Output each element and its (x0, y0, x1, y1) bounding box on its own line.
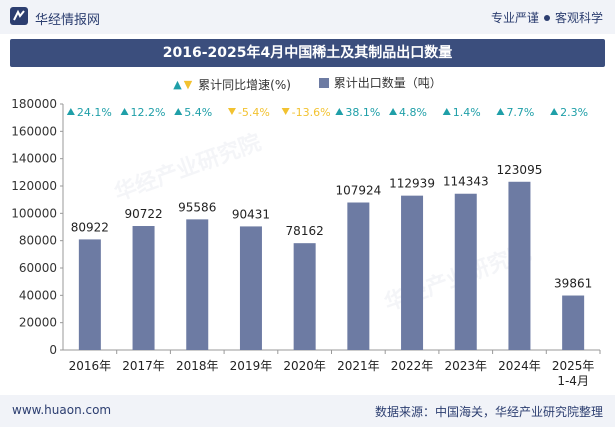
x-tick-label: 2016年 (69, 359, 112, 373)
bar (401, 195, 424, 350)
legend-bar-swatch (318, 77, 329, 88)
legend-volume: 累计出口数量（吨） (318, 74, 442, 91)
growth-label: 12.2% (131, 106, 166, 119)
triangle-down-icon: ▼ (183, 77, 193, 91)
chart-legend: ▲ ▼ 累计同比增速(%) 累计出口数量（吨） (0, 74, 615, 94)
x-tick-label: 2017年 (122, 359, 165, 373)
triangle-up-icon: ▲ (173, 77, 182, 91)
growth-up-triangle (442, 108, 451, 115)
footer-url: www.huaon.com (12, 403, 112, 417)
growth-down-triangle (281, 108, 290, 115)
bar (186, 219, 209, 350)
bar (347, 202, 370, 350)
legend-volume-label: 累计出口数量（吨） (333, 76, 442, 90)
legend-growth: ▲ ▼ 累计同比增速(%) (173, 76, 291, 93)
y-tick-label: 160000 (11, 124, 57, 138)
bar (78, 239, 101, 350)
huajing-logo-icon (10, 7, 28, 25)
bar-chart: 0 20000 40000 60000 80000 100000 120000 140000 1… (11, 97, 601, 388)
growth-up-triangle (120, 108, 129, 115)
bar-value-label: 80922 (71, 220, 109, 234)
growth-label: 1.4% (453, 106, 481, 119)
footer-bar: www.huaon.com 数据来源：中国海关，华经产业研究院整理 (0, 395, 615, 427)
bar-value-label: 90722 (124, 207, 162, 221)
y-tick-label: 80000 (19, 234, 57, 248)
bar-value-label: 95586 (178, 200, 216, 214)
growth-label: 7.7% (506, 106, 534, 119)
tagline: 专业严谨 客观科学 (491, 9, 603, 26)
x-tick-label: 2025年 (552, 359, 595, 373)
bar-value-label: 90431 (232, 207, 270, 221)
growth-up-triangle (66, 108, 75, 115)
bar-value-label: 114343 (443, 175, 489, 189)
y-tick-label: 180000 (11, 97, 57, 111)
growth-up-triangle (496, 108, 505, 115)
legend-growth-label: 累计同比增速(%) (198, 77, 291, 92)
x-tick-label: 2022年 (391, 359, 434, 373)
growth-label: 24.1% (77, 106, 112, 119)
x-tick-label: 2018年 (176, 359, 219, 373)
x-tick-label: 2019年 (230, 359, 273, 373)
y-tick-label: 40000 (19, 288, 57, 302)
growth-label: 4.8% (399, 106, 427, 119)
bar-value-label: 112939 (389, 177, 435, 191)
growth-up-triangle (335, 108, 344, 115)
growth-up-triangle (174, 108, 183, 115)
x-tick-label: 2024年 (498, 359, 541, 373)
y-tick-label: 140000 (11, 152, 57, 166)
header-bar: 华经情报网 专业严谨 客观科学 (0, 0, 615, 34)
site-name: 华经情报网 (35, 13, 101, 28)
tagline-right: 客观科学 (554, 11, 603, 25)
x-tick-label: 1-4月 (557, 374, 589, 388)
x-tick-label: 2020年 (283, 359, 326, 373)
bar (239, 226, 262, 350)
y-tick-label: 0 (49, 343, 57, 357)
bar (562, 295, 585, 350)
growth-label: 38.1% (345, 106, 380, 119)
y-tick-label: 100000 (11, 206, 57, 220)
separator-dot-icon (543, 15, 550, 21)
x-tick-label: 2023年 (444, 359, 487, 373)
y-tick-label: 20000 (19, 316, 57, 330)
y-tick-label: 120000 (11, 179, 57, 193)
y-tick-label: 60000 (19, 261, 57, 275)
footer-source: 数据来源：中国海关，华经产业研究院整理 (374, 405, 603, 419)
tagline-left: 专业严谨 (490, 11, 539, 25)
growth-label: 5.4% (184, 106, 212, 119)
bar (508, 181, 531, 350)
bar-value-label: 78162 (286, 224, 324, 238)
growth-label: 2.3% (560, 106, 588, 119)
bar (293, 243, 316, 350)
growth-up-triangle (550, 108, 559, 115)
bar-value-label: 123095 (497, 163, 543, 177)
bar (132, 226, 155, 350)
chart-title: 2016-2025年4月中国稀土及其制品出口数量 (10, 39, 605, 67)
growth-up-triangle (389, 108, 398, 115)
bar-value-label: 107924 (335, 184, 381, 198)
growth-label: -13.6% (292, 106, 331, 119)
growth-label: -5.4% (238, 106, 270, 119)
growth-down-triangle (227, 108, 236, 115)
bar (454, 193, 477, 350)
x-tick-label: 2021年 (337, 359, 380, 373)
bar-value-label: 39861 (554, 277, 592, 291)
